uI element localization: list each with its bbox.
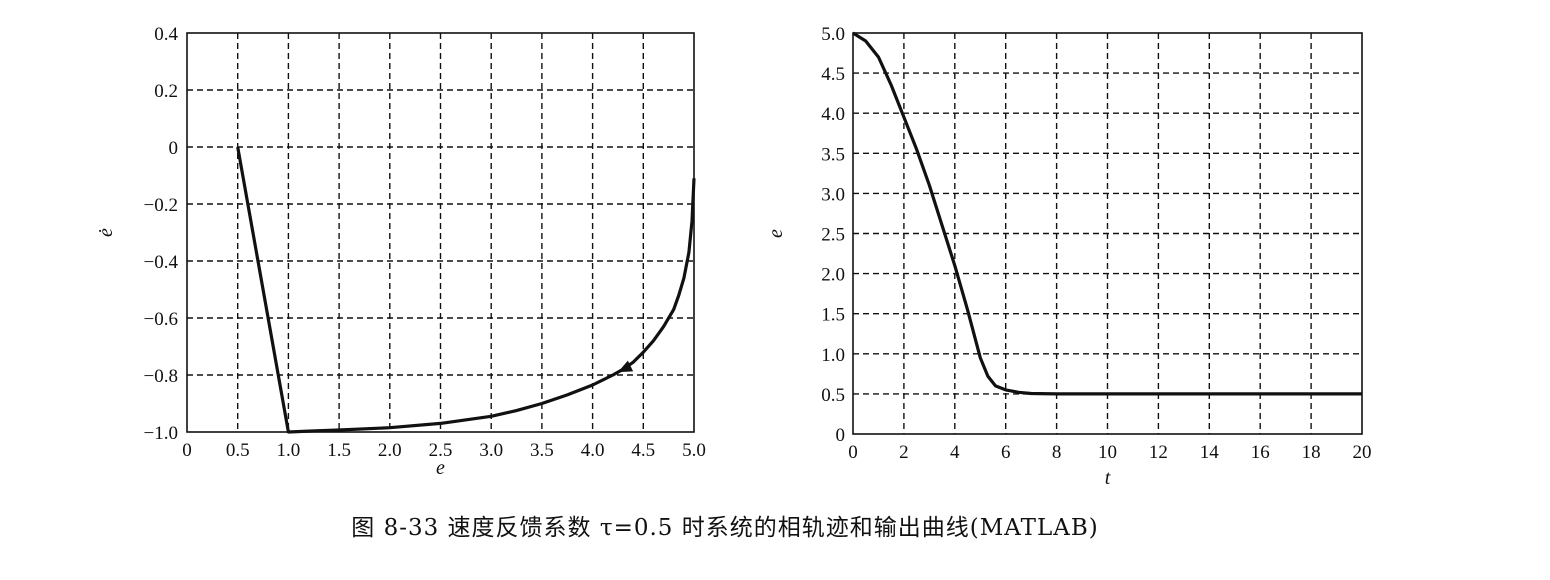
phase-y-tick-label: 0.2 <box>154 81 178 102</box>
output-plot-frame <box>852 32 1363 435</box>
phase-y-axis-label: ė <box>95 228 117 237</box>
figure-caption: 图 8-33 速度反馈系数 τ=0.5 时系统的相轨迹和输出曲线(MATLAB) <box>351 515 1099 541</box>
phase-y-tick-label: 0.4 <box>154 24 178 45</box>
output-x-tick-label: 6 <box>1001 442 1011 463</box>
output-y-axis-label: e <box>765 229 787 238</box>
output-y-tick-label: 0 <box>836 425 846 446</box>
output-y-tick-label: 2.0 <box>821 265 845 286</box>
phase-y-tick-label: 0 <box>169 138 179 159</box>
output-x-tick-label: 10 <box>1098 442 1117 463</box>
output-x-tick-label: 0 <box>848 442 858 463</box>
phase-x-tick-label: 1.5 <box>327 440 351 461</box>
phase-x-tick-label: 3.5 <box>530 440 554 461</box>
phase-x-axis-label: e <box>436 457 445 479</box>
phase-y-tick-label: −0.2 <box>144 195 178 216</box>
phase-x-tick-label: 2.0 <box>378 440 402 461</box>
output-y-tick-label: 3.0 <box>821 184 845 205</box>
output-y-tick-label: 0.5 <box>821 385 845 406</box>
phase-y-tick-label: −0.8 <box>144 366 178 387</box>
output-y-tick-label: 4.5 <box>821 64 845 85</box>
output-series-line <box>852 31 1362 396</box>
phase-trajectory-chart: 0 0.5 1.0 1.5 2.0 2.5 3.0 3.5 4.0 4.5 5.0 −1.0 −0.8 −… <box>95 24 706 479</box>
output-x-tick-label: 12 <box>1149 442 1168 463</box>
phase-x-tick-label: 2.5 <box>429 440 453 461</box>
output-x-axis-label: t <box>1105 467 1111 489</box>
output-y-tick-label: 2.5 <box>821 225 845 246</box>
phase-x-tick-label: 4.5 <box>631 440 655 461</box>
output-y-tick-label: 4.0 <box>821 104 845 125</box>
output-curve-chart: 0 2 4 6 8 10 12 14 16 18 20 0 0.5 1.0 1.5 2.0 2.5 3.0 3.5 4… <box>765 24 1372 489</box>
output-x-tick-label: 8 <box>1052 442 1062 463</box>
output-x-tick-label: 14 <box>1200 442 1220 463</box>
output-y-tick-label: 1.5 <box>821 305 845 326</box>
phase-series-line <box>236 146 696 434</box>
phase-plot-frame <box>186 32 695 433</box>
output-x-tick-label: 16 <box>1251 442 1270 463</box>
phase-direction-arrow <box>617 360 634 373</box>
output-y-tick-label: 3.5 <box>821 144 845 165</box>
output-x-tick-label: 20 <box>1353 442 1372 463</box>
phase-y-tick-label: −0.4 <box>144 252 179 273</box>
output-x-tick-label: 4 <box>950 442 960 463</box>
output-x-tick-label: 18 <box>1302 442 1321 463</box>
phase-x-tick-label: 5.0 <box>682 440 706 461</box>
phase-x-tick-label: 4.0 <box>581 440 605 461</box>
phase-x-tick-label: 0.5 <box>226 440 250 461</box>
phase-y-tick-label: −0.6 <box>144 309 178 330</box>
output-x-tick-label: 2 <box>899 442 909 463</box>
phase-x-tick-label: 3.0 <box>479 440 503 461</box>
phase-y-tick-label: −1.0 <box>144 423 178 444</box>
phase-x-tick-label: 1.0 <box>277 440 301 461</box>
output-y-tick-label: 5.0 <box>821 24 845 45</box>
phase-x-tick-label: 0 <box>182 440 192 461</box>
output-y-tick-label: 1.0 <box>821 345 845 366</box>
